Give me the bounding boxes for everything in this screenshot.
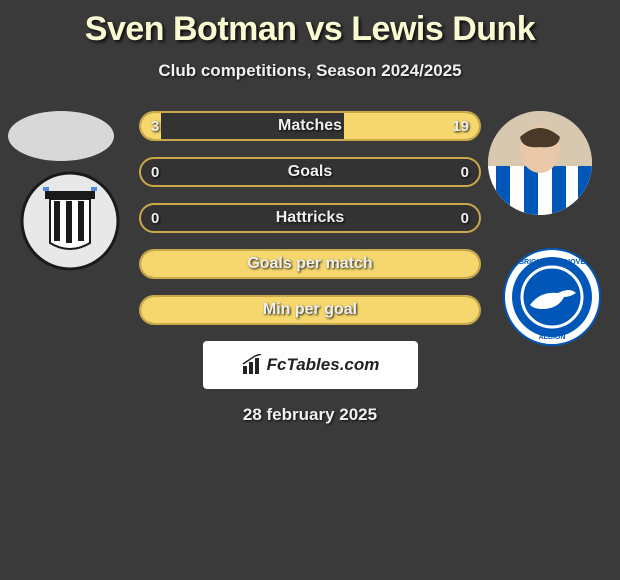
stat-row: Goals0 0 xyxy=(139,157,481,187)
watermark-text: FcTables.com xyxy=(267,355,380,375)
date-label: 28 february 2025 xyxy=(0,405,620,425)
stat-value-right: 0 xyxy=(461,159,469,185)
page-title: Sven Botman vs Lewis Dunk xyxy=(0,0,620,49)
comparison-content: BRIGHTON & HOVE ALBION Matches319Goals00… xyxy=(0,111,620,425)
stat-value-left: 0 xyxy=(151,159,159,185)
svg-text:ALBION: ALBION xyxy=(539,334,566,341)
club-left-badge xyxy=(20,171,120,271)
player-left-avatar xyxy=(8,111,114,161)
stat-value-right: 19 xyxy=(452,113,469,139)
svg-text:BRIGHTON & HOVE: BRIGHTON & HOVE xyxy=(519,259,585,266)
stat-value-left: 0 xyxy=(151,205,159,231)
subtitle: Club competitions, Season 2024/2025 xyxy=(0,61,620,81)
stat-label: Hattricks xyxy=(141,205,479,231)
stat-value-right: 0 xyxy=(461,205,469,231)
stat-label: Goals xyxy=(141,159,479,185)
stat-row: Goals per match xyxy=(139,249,481,279)
club-right-badge: BRIGHTON & HOVE ALBION xyxy=(502,247,602,347)
stat-label: Min per goal xyxy=(141,297,479,323)
chart-icon xyxy=(241,354,263,376)
stat-row: Hattricks0 0 xyxy=(139,203,481,233)
stat-row: Matches3 19 xyxy=(139,111,481,141)
stat-row: Min per goal xyxy=(139,295,481,325)
stat-value-left: 3 xyxy=(151,113,159,139)
stat-label: Goals per match xyxy=(141,251,479,277)
stat-label: Matches xyxy=(141,113,479,139)
stat-bars: Matches319Goals00Hattricks00Goals per ma… xyxy=(139,111,481,325)
watermark: FcTables.com xyxy=(203,341,418,389)
player-right-avatar xyxy=(488,111,592,215)
